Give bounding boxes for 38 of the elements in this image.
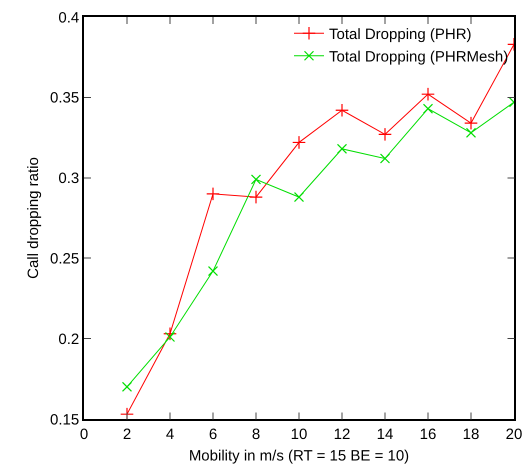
- y-axis-title: Call dropping ratio: [24, 157, 42, 279]
- point: [292, 136, 306, 150]
- x-tick-label: 20: [506, 426, 522, 443]
- x-tick-label: 6: [208, 426, 218, 443]
- point: [250, 174, 262, 185]
- y-tick-label: 0.35: [50, 90, 80, 107]
- point: [164, 332, 176, 342]
- y-tick-label: 0.25: [50, 250, 80, 268]
- y-tick-label: 0.15: [50, 411, 80, 428]
- y-tick-label: 0.4: [58, 9, 80, 26]
- x-tick-label: 0: [80, 426, 88, 443]
- x-tick-label: 16: [420, 426, 436, 443]
- point: [122, 382, 132, 392]
- point: [335, 103, 349, 118]
- legend-label: Total Dropping (PHRMesh): [329, 48, 508, 66]
- x-tick-label: 12: [334, 426, 350, 443]
- point: [464, 116, 478, 130]
- x-axis-title: Mobility in m/s (RT = 15 BE = 10): [188, 447, 410, 464]
- point: [378, 127, 392, 142]
- point: [421, 87, 435, 102]
- point: [249, 190, 263, 204]
- x-tick-label: 10: [290, 426, 308, 443]
- legend-label: Total Dropping (PHR): [329, 26, 472, 44]
- x-tick-label: 4: [166, 426, 174, 443]
- x-tick-label: 18: [462, 426, 480, 443]
- point: [422, 104, 434, 114]
- x-tick-label: 8: [252, 426, 260, 443]
- point: [208, 266, 218, 276]
- y-tick-label: 0.2: [58, 330, 80, 348]
- point: [163, 326, 177, 341]
- x-tick-label: 2: [122, 426, 132, 443]
- point: [336, 144, 348, 154]
- point: [206, 186, 220, 201]
- x-tick-label: 14: [376, 426, 394, 443]
- point: [380, 153, 390, 164]
- point: [466, 128, 476, 138]
- point: [294, 192, 304, 202]
- y-tick-label: 0.3: [58, 170, 80, 188]
